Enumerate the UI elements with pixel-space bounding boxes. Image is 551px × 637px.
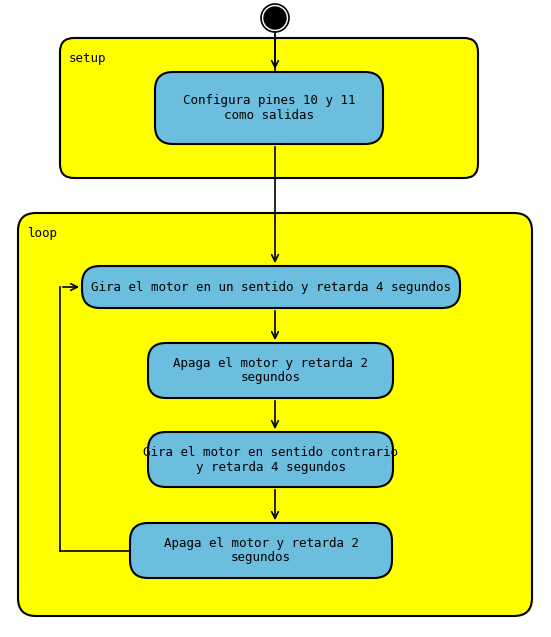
Text: Apaga el motor y retarda 2
segundos: Apaga el motor y retarda 2 segundos [164, 536, 359, 564]
Circle shape [264, 7, 286, 29]
FancyBboxPatch shape [130, 523, 392, 578]
FancyBboxPatch shape [82, 266, 460, 308]
Text: loop: loop [27, 227, 57, 240]
FancyBboxPatch shape [155, 72, 383, 144]
Text: Apaga el motor y retarda 2
segundos: Apaga el motor y retarda 2 segundos [173, 357, 368, 385]
FancyBboxPatch shape [148, 343, 393, 398]
Text: Gira el motor en un sentido y retarda 4 segundos: Gira el motor en un sentido y retarda 4 … [91, 280, 451, 294]
Text: Gira el motor en sentido contrario
y retarda 4 segundos: Gira el motor en sentido contrario y ret… [143, 445, 398, 473]
FancyBboxPatch shape [60, 38, 478, 178]
FancyBboxPatch shape [148, 432, 393, 487]
Text: Configura pines 10 y 11
como salidas: Configura pines 10 y 11 como salidas [183, 94, 355, 122]
FancyBboxPatch shape [18, 213, 532, 616]
Text: setup: setup [69, 52, 106, 65]
